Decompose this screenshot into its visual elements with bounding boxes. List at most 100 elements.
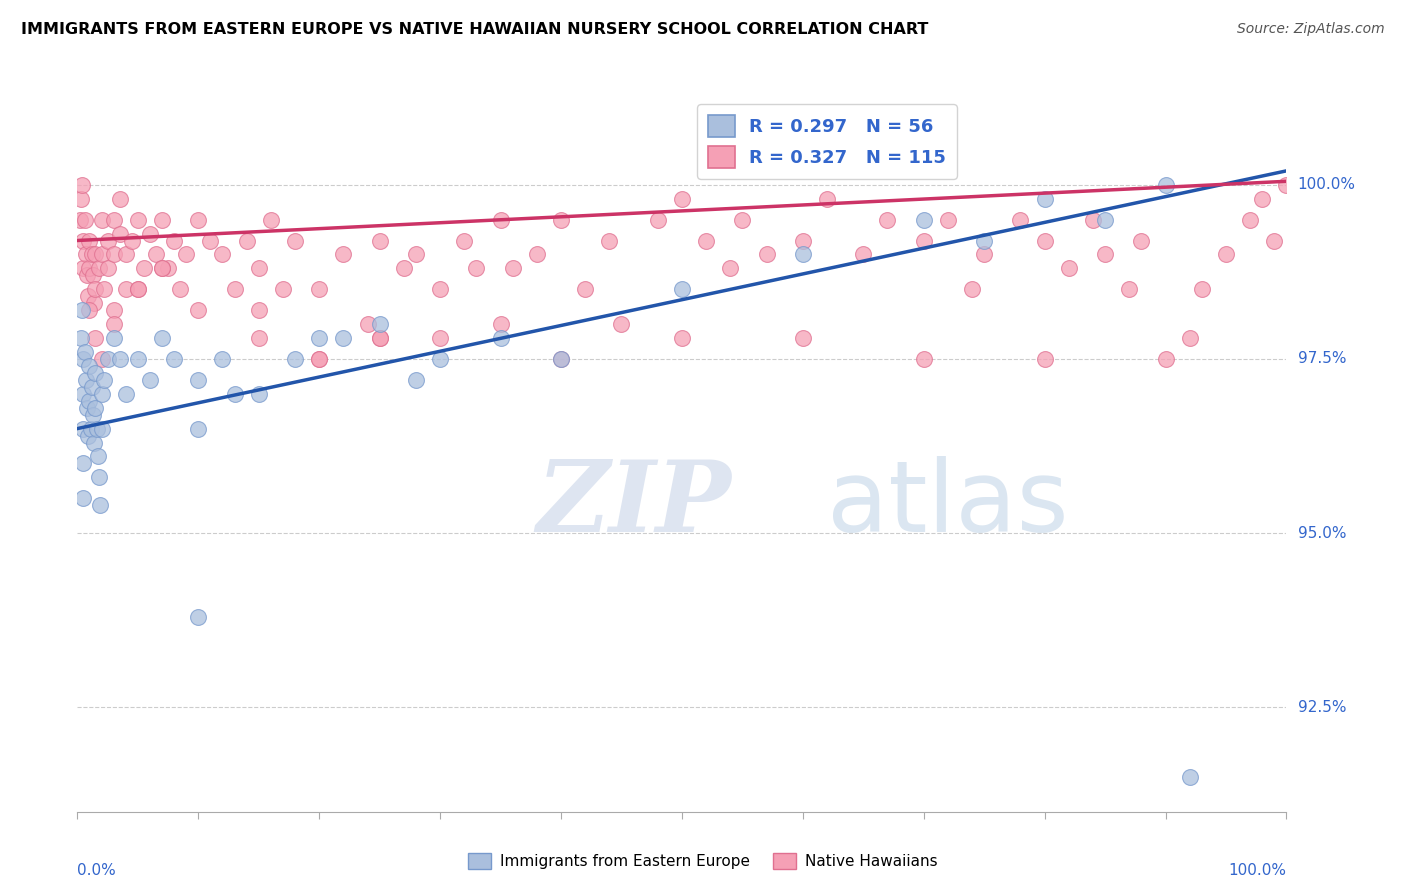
Point	[108, 227, 131, 241]
Point	[72, 457, 94, 471]
Point	[550, 351, 572, 366]
Point	[79, 393, 101, 408]
Point	[224, 282, 246, 296]
Point	[718, 261, 741, 276]
Point	[169, 282, 191, 296]
Point	[103, 303, 125, 318]
Point	[429, 282, 451, 296]
Point	[79, 421, 101, 435]
Point	[1130, 234, 1153, 248]
Point	[1154, 178, 1177, 192]
Point	[127, 212, 149, 227]
Point	[876, 212, 898, 227]
Point	[489, 331, 512, 345]
Point	[77, 428, 100, 442]
Text: 95.0%: 95.0%	[1298, 525, 1346, 541]
Text: 100.0%: 100.0%	[1229, 863, 1286, 878]
Point	[187, 303, 209, 318]
Point	[82, 408, 104, 422]
Point	[260, 212, 283, 227]
Point	[671, 331, 693, 345]
Point	[72, 491, 94, 506]
Point	[127, 282, 149, 296]
Point	[121, 234, 143, 248]
Point	[271, 282, 294, 296]
Point	[84, 331, 107, 345]
Point	[93, 282, 115, 296]
Point	[429, 351, 451, 366]
Point	[308, 351, 330, 366]
Point	[96, 351, 118, 366]
Point	[79, 359, 101, 373]
Point	[211, 247, 233, 261]
Point	[755, 247, 778, 261]
Point	[1033, 234, 1056, 248]
Text: atlas: atlas	[827, 456, 1069, 553]
Point	[973, 247, 995, 261]
Point	[90, 386, 112, 401]
Point	[1154, 351, 1177, 366]
Point	[90, 421, 112, 435]
Point	[103, 331, 125, 345]
Point	[72, 386, 94, 401]
Point	[150, 261, 173, 276]
Point	[574, 282, 596, 296]
Point	[89, 498, 111, 512]
Point	[96, 261, 118, 276]
Point	[429, 331, 451, 345]
Point	[368, 331, 391, 345]
Point	[912, 351, 935, 366]
Point	[1081, 212, 1104, 227]
Point	[247, 386, 270, 401]
Point	[72, 234, 94, 248]
Point	[465, 261, 488, 276]
Point	[72, 261, 94, 276]
Point	[150, 212, 173, 227]
Point	[114, 386, 136, 401]
Point	[187, 212, 209, 227]
Point	[114, 282, 136, 296]
Point	[132, 261, 155, 276]
Point	[211, 351, 233, 366]
Point	[284, 234, 307, 248]
Text: 0.0%: 0.0%	[77, 863, 117, 878]
Point	[332, 247, 354, 261]
Point	[598, 234, 620, 248]
Point	[973, 234, 995, 248]
Point	[1215, 247, 1237, 261]
Point	[1057, 261, 1080, 276]
Point	[72, 351, 94, 366]
Point	[80, 380, 103, 394]
Point	[1263, 234, 1285, 248]
Point	[1275, 178, 1298, 192]
Point	[87, 470, 110, 484]
Point	[489, 317, 512, 331]
Point	[150, 331, 173, 345]
Point	[1094, 247, 1116, 261]
Point	[70, 192, 93, 206]
Point	[163, 234, 186, 248]
Point	[79, 303, 101, 318]
Point	[489, 212, 512, 227]
Point	[108, 192, 131, 206]
Point	[1239, 212, 1261, 227]
Point	[84, 282, 107, 296]
Point	[405, 373, 427, 387]
Point	[79, 234, 101, 248]
Point	[87, 261, 110, 276]
Point	[76, 401, 98, 415]
Point	[114, 247, 136, 261]
Point	[76, 268, 98, 283]
Point	[284, 351, 307, 366]
Point	[453, 234, 475, 248]
Point	[852, 247, 875, 261]
Point	[72, 421, 94, 435]
Point	[82, 268, 104, 283]
Point	[73, 212, 96, 227]
Point	[247, 261, 270, 276]
Point	[150, 261, 173, 276]
Point	[550, 212, 572, 227]
Point	[526, 247, 548, 261]
Point	[83, 296, 105, 310]
Point	[792, 247, 814, 261]
